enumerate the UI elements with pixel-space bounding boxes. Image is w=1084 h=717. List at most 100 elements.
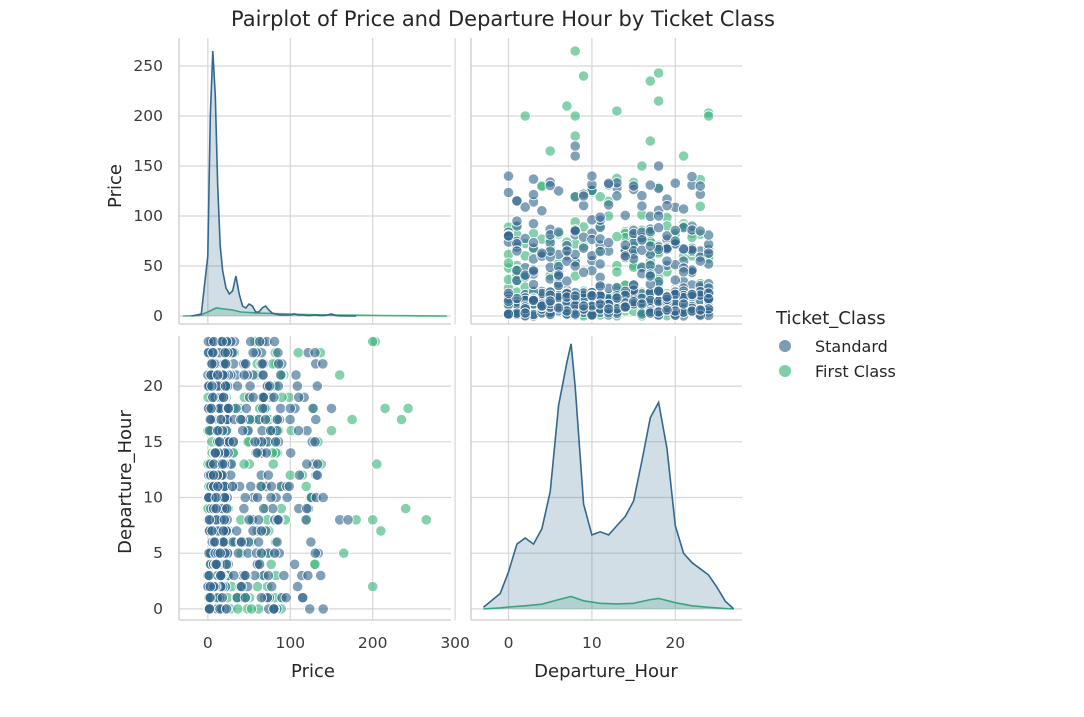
scatter-point-first-class <box>267 458 279 470</box>
scatter-point-standard <box>561 275 573 287</box>
scatter-point-first-class <box>309 558 321 570</box>
scatter-point-standard <box>702 292 715 305</box>
scatter-point-standard <box>231 525 243 537</box>
scatter-point-standard <box>227 436 239 448</box>
scatter-point-standard <box>283 480 295 492</box>
scatter-point-first-class <box>611 105 623 117</box>
scatter-point-standard <box>552 226 565 238</box>
scatter-point-standard <box>511 195 523 207</box>
panel-hour-vs-price-scatter <box>470 38 742 325</box>
scatter-point-standard <box>552 269 565 281</box>
scatter-point-standard <box>243 514 255 526</box>
scatter-point-standard <box>702 247 715 259</box>
scatter-point-first-class <box>367 580 379 593</box>
scatter-point-standard <box>285 447 297 459</box>
scatter-point-first-class <box>325 425 338 437</box>
scatter-point-standard <box>594 211 606 223</box>
scatter-point-standard <box>652 285 665 297</box>
scatter-point-first-class <box>652 95 665 107</box>
scatter-point-standard <box>212 369 224 381</box>
legend: Ticket_Class Standard First Class <box>775 308 896 381</box>
scatter-point-standard <box>661 255 673 267</box>
scatter-point-standard <box>253 536 265 548</box>
scatter-point-standard <box>502 186 515 199</box>
scatter-point-first-class <box>379 402 391 414</box>
scatter-point-standard <box>269 547 281 559</box>
scatter-point-standard <box>661 230 673 242</box>
scatter-point-first-class <box>544 145 556 157</box>
scatter-point-standard <box>552 185 565 197</box>
scatter-point-first-class <box>636 160 648 172</box>
scatter-point-standard <box>577 200 590 212</box>
scatter-point-standard <box>304 603 316 615</box>
scatter-point-standard <box>205 402 217 414</box>
scatter-point-standard <box>254 558 266 570</box>
scatter-point-first-class <box>577 70 590 82</box>
scatter-point-standard <box>235 413 247 426</box>
scatter-point-standard <box>661 291 673 303</box>
scatter-point-standard <box>561 245 573 257</box>
scatter-point-first-class <box>395 413 408 426</box>
scatter-point-standard <box>686 171 698 183</box>
scatter-point-standard <box>220 358 232 370</box>
kde-fill-standard <box>483 343 734 609</box>
scatter-point-standard <box>527 237 540 249</box>
scatter-point-standard <box>232 547 244 559</box>
kde-fill-first-class <box>483 596 734 609</box>
scatter-point-standard <box>661 304 673 316</box>
scatter-point-standard <box>257 402 269 414</box>
scatter-point-standard <box>231 380 244 392</box>
scatter-point-standard <box>502 170 515 182</box>
scatter-point-standard <box>627 180 640 192</box>
scatter-point-standard <box>311 469 323 481</box>
scatter-point-standard <box>251 447 263 459</box>
scatter-point-first-class <box>569 45 581 57</box>
scatter-point-first-class <box>245 603 258 615</box>
scatter-point-standard <box>619 250 631 262</box>
scatter-point-standard <box>284 402 296 414</box>
scatter-point-standard <box>310 413 322 426</box>
scatter-point-standard <box>221 603 233 615</box>
scatter-point-standard <box>317 603 329 615</box>
scatter-point-standard <box>209 447 221 459</box>
scatter-point-standard <box>536 205 548 217</box>
scatter-point-first-class <box>702 110 715 122</box>
scatter-point-standard <box>268 603 280 615</box>
scatter-point-standard <box>204 592 216 604</box>
scatter-point-standard <box>694 304 706 316</box>
price-y-tick-label: 50 <box>143 257 163 275</box>
scatter-point-standard <box>511 292 523 305</box>
scatter-point-standard <box>281 491 293 504</box>
scatter-point-standard <box>217 458 229 470</box>
kde-line-standard <box>482 343 735 610</box>
price-x-tick-label: 0 <box>203 634 213 652</box>
scatter-point-standard <box>669 224 681 236</box>
scatter-point-standard <box>342 514 354 526</box>
scatter-point-first-class <box>346 413 358 426</box>
scatter-point-first-class <box>367 335 379 348</box>
scatter-point-first-class <box>300 480 312 492</box>
price-y-tick-label: 250 <box>133 57 163 75</box>
scatter-point-first-class <box>694 200 706 212</box>
scatter-point-standard <box>511 215 523 227</box>
scatter-point-standard <box>217 391 230 403</box>
scatter-point-first-class <box>644 135 656 147</box>
scatter-point-standard <box>677 266 690 278</box>
scatter-point-first-class <box>519 110 531 122</box>
scatter-point-standard <box>271 536 283 548</box>
scatter-point-standard <box>519 307 531 319</box>
scatter-point-standard <box>519 201 531 213</box>
hour-x-tick-label: 20 <box>665 634 685 652</box>
scatter-point-standard <box>644 270 656 282</box>
scatter-point-standard <box>694 255 706 267</box>
scatter-point-standard <box>577 266 590 278</box>
scatter-point-standard <box>271 413 283 426</box>
scatter-point-standard <box>212 425 224 437</box>
scatter-point-first-class <box>594 191 606 203</box>
scatter-point-standard <box>216 335 228 348</box>
scatter-point-standard <box>203 603 216 615</box>
scatter-point-standard <box>284 413 296 426</box>
scatter-point-standard <box>669 235 681 247</box>
scatter-point-first-class <box>375 525 387 537</box>
